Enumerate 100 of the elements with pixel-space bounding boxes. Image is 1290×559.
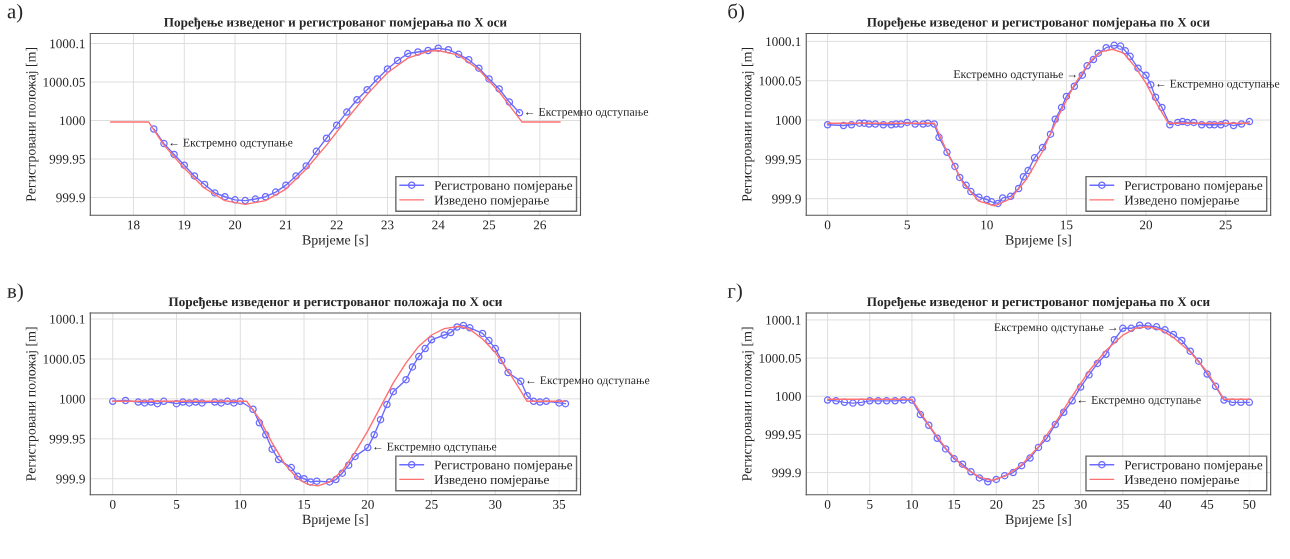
y-axis-title: Регистровани положај [m] [25, 47, 39, 202]
point [180, 161, 189, 169]
x-tick-label: 15 [1060, 220, 1073, 230]
y-tick-label: 999.9 [56, 193, 85, 203]
point [370, 431, 378, 439]
point [147, 398, 155, 406]
x-axis-title: Вријеме [s] [1005, 234, 1071, 248]
point [1110, 336, 1119, 344]
point [313, 477, 321, 485]
y-tick-label: 1000.1 [766, 37, 801, 47]
x-tick-label: 18 [128, 220, 140, 230]
point [282, 181, 290, 189]
point [497, 356, 506, 365]
legend-label: Изведено помјерање [434, 475, 549, 487]
point [236, 397, 245, 406]
point [1076, 383, 1085, 391]
chart-title: Поређење изведеног и регистрованог помјерања по X оси [867, 17, 1210, 30]
point [1237, 398, 1245, 407]
point [933, 434, 941, 442]
point [262, 431, 270, 439]
point [134, 398, 142, 406]
point [454, 50, 463, 59]
y-tick-label: 999.9 [772, 194, 801, 204]
x-tick-label: 26 [533, 220, 547, 230]
point [857, 398, 866, 407]
text: б) [728, 3, 744, 23]
text: в) [7, 283, 23, 303]
point [332, 475, 340, 484]
x-tick-label: 0 [824, 220, 831, 230]
x-tick-label: 15 [948, 500, 961, 509]
point [231, 196, 239, 204]
point [866, 397, 874, 405]
point [495, 85, 503, 93]
x-tick-label: 25 [425, 499, 438, 509]
point [941, 445, 950, 453]
point [1211, 382, 1220, 391]
point [364, 443, 372, 452]
point [287, 463, 296, 472]
text: г) [727, 283, 742, 303]
point [1169, 330, 1178, 339]
x-tick-label: 35 [553, 499, 566, 509]
point [241, 196, 249, 205]
point [268, 445, 276, 453]
point [221, 192, 229, 201]
x-tick-label: 30 [489, 499, 502, 509]
point [925, 421, 933, 430]
point [389, 387, 398, 396]
x-tick-label: 30 [1074, 499, 1087, 509]
legend-label: Регистровано помјерање [1124, 181, 1263, 193]
point [440, 331, 449, 339]
point [967, 468, 975, 476]
y-tick-label: 1000.05 [759, 76, 801, 86]
x-tick-label: 21 [279, 220, 292, 230]
text: а) [7, 3, 23, 23]
y-tick-label: 1000.1 [766, 315, 801, 325]
y-axis-title: Регистровани положај [m] [25, 327, 39, 481]
y-tick-label: 1000.1 [50, 39, 85, 49]
annotation: ← Екстремно одступање [1078, 395, 1201, 407]
y-tick-label: 999.95 [765, 155, 801, 165]
y-tick-label: 999.95 [765, 430, 801, 440]
point [555, 399, 563, 407]
point [1152, 323, 1161, 331]
point [150, 125, 158, 133]
point [185, 399, 194, 407]
point [190, 172, 199, 180]
annotation: ← Екстремно одступање [170, 138, 293, 149]
point [383, 400, 391, 409]
point [170, 150, 178, 159]
point [230, 399, 238, 407]
point [271, 188, 280, 196]
point [160, 397, 168, 406]
y-axis-title: Регистровани положај [m] [741, 47, 755, 202]
x-tick-label: 23 [381, 220, 394, 230]
x-axis-title: Вријеме [s] [302, 514, 368, 527]
point [1228, 398, 1237, 407]
point [523, 391, 531, 400]
y-tick-label: 1000.05 [759, 353, 801, 363]
point [1127, 324, 1135, 333]
point [415, 352, 423, 361]
point [453, 323, 461, 331]
point [916, 410, 925, 419]
chart-title: Поређење изведеног и регистрованог положаја по X оси [168, 296, 503, 309]
point [293, 472, 302, 481]
point [475, 64, 483, 72]
point [353, 95, 361, 104]
point [312, 147, 321, 156]
x-tick-label: 50 [1243, 499, 1256, 509]
point [908, 396, 916, 404]
point [891, 397, 899, 405]
point [823, 396, 832, 404]
x-tick-label: 5 [904, 220, 910, 230]
point [198, 399, 206, 407]
point [217, 399, 225, 407]
point [1161, 326, 1169, 334]
x-tick-label: 5 [173, 500, 180, 509]
point [332, 121, 341, 129]
x-tick-label: 25 [483, 220, 496, 230]
point [542, 397, 551, 406]
point [300, 474, 308, 483]
point [1245, 398, 1254, 407]
